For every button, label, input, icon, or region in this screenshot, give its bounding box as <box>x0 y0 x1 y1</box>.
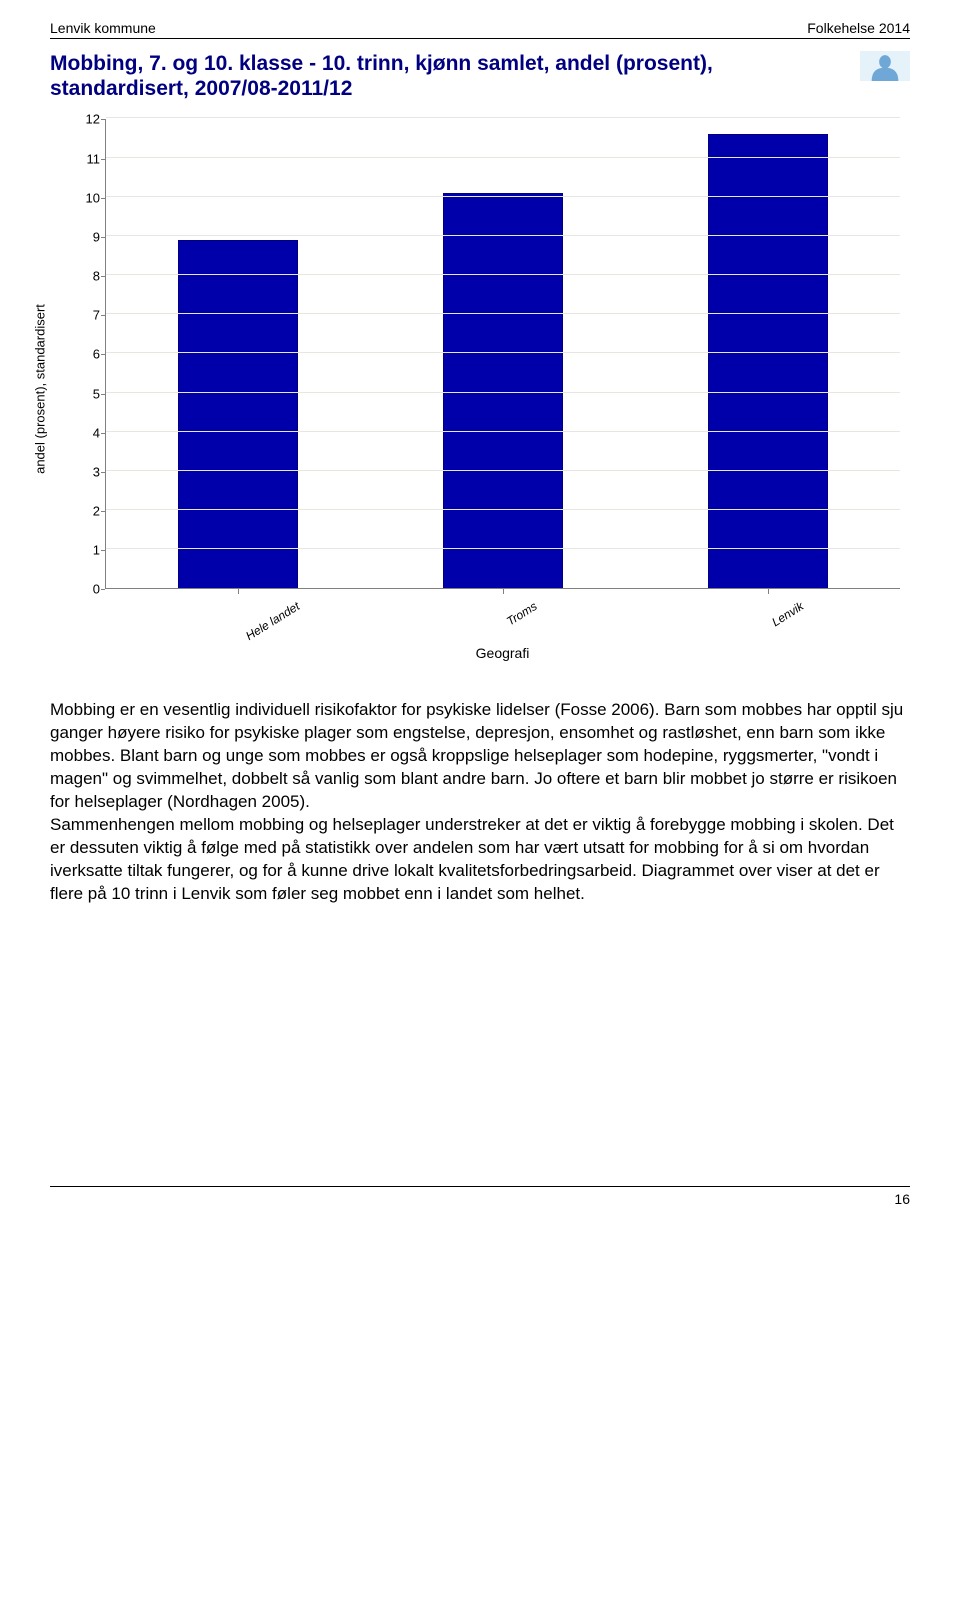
x-tick-label: Troms <box>504 599 539 628</box>
header-left: Lenvik kommune <box>50 20 156 36</box>
y-tick-mark <box>101 394 105 395</box>
gridline <box>106 548 900 549</box>
y-tick-mark <box>101 237 105 238</box>
x-tick-label: Hele landet <box>243 599 302 643</box>
body-paragraph: Mobbing er en vesentlig individuell risi… <box>50 699 910 905</box>
gridline <box>106 196 900 197</box>
chart-title: Mobbing, 7. og 10. klasse - 10. trinn, k… <box>50 51 852 101</box>
bar-chart: Mobbing, 7. og 10. klasse - 10. trinn, k… <box>50 51 910 669</box>
gridline <box>106 392 900 393</box>
y-tick-label: 6 <box>80 347 100 362</box>
y-tick-label: 8 <box>80 269 100 284</box>
bar <box>708 134 828 588</box>
header-right: Folkehelse 2014 <box>807 20 910 36</box>
x-tick-mark <box>503 589 504 594</box>
gridline <box>106 235 900 236</box>
y-tick-mark <box>101 159 105 160</box>
person-silhouette-icon <box>860 51 910 81</box>
y-tick-label: 5 <box>80 386 100 401</box>
bar-slot <box>635 119 900 588</box>
page-footer: 16 <box>50 1186 910 1207</box>
gridline <box>106 117 900 118</box>
y-tick-label: 9 <box>80 229 100 244</box>
y-tick-mark <box>101 433 105 434</box>
plot-area-container: andel (prosent), standardisert Geografi … <box>50 109 910 669</box>
bar <box>178 240 298 589</box>
gridline <box>106 352 900 353</box>
y-tick-label: 1 <box>80 543 100 558</box>
y-tick-label: 7 <box>80 308 100 323</box>
bar-slot <box>106 119 371 588</box>
gridline <box>106 470 900 471</box>
y-tick-label: 0 <box>80 582 100 597</box>
y-tick-mark <box>101 119 105 120</box>
gridline <box>106 313 900 314</box>
y-tick-label: 2 <box>80 504 100 519</box>
y-tick-mark <box>101 472 105 473</box>
x-axis-label: Geografi <box>105 645 900 661</box>
y-tick-mark <box>101 354 105 355</box>
gridline <box>106 431 900 432</box>
y-tick-mark <box>101 550 105 551</box>
y-tick-label: 11 <box>80 151 100 166</box>
y-tick-mark <box>101 511 105 512</box>
y-tick-label: 3 <box>80 464 100 479</box>
page-number: 16 <box>894 1191 910 1207</box>
y-axis-label: andel (prosent), standardisert <box>33 304 48 474</box>
plot-area <box>105 119 900 589</box>
gridline <box>106 509 900 510</box>
x-tick-mark <box>238 589 239 594</box>
y-tick-mark <box>101 589 105 590</box>
page-header: Lenvik kommune Folkehelse 2014 <box>50 20 910 39</box>
gridline <box>106 157 900 158</box>
x-tick-mark <box>768 589 769 594</box>
y-tick-mark <box>101 198 105 199</box>
y-tick-label: 4 <box>80 425 100 440</box>
y-tick-label: 12 <box>80 112 100 127</box>
bar-slot <box>371 119 636 588</box>
chart-title-row: Mobbing, 7. og 10. klasse - 10. trinn, k… <box>50 51 910 101</box>
gridline <box>106 274 900 275</box>
bars-row <box>106 119 900 588</box>
y-tick-label: 10 <box>80 190 100 205</box>
y-tick-mark <box>101 315 105 316</box>
y-tick-mark <box>101 276 105 277</box>
x-tick-label: Lenvik <box>769 599 806 629</box>
